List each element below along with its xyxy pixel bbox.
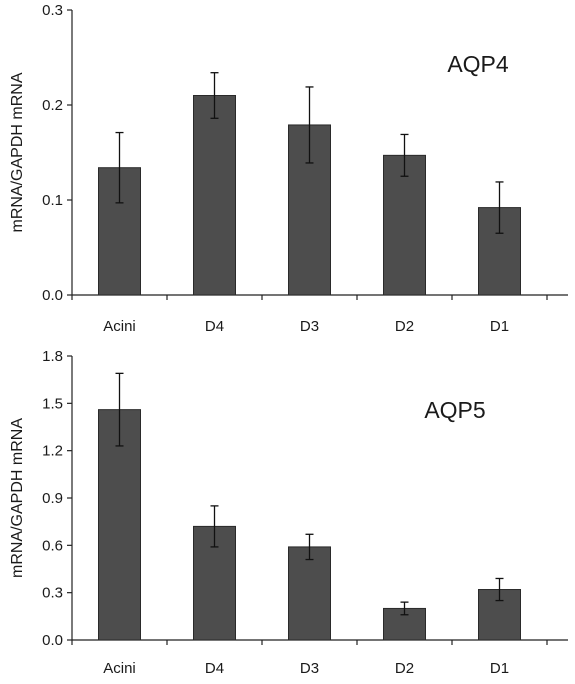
y-tick-label: 0.0 bbox=[42, 632, 63, 649]
y-tick-label: 1.8 bbox=[42, 348, 63, 365]
y-tick-label: 0.1 bbox=[42, 192, 63, 209]
x-tick-label: D4 bbox=[205, 660, 224, 677]
bar bbox=[478, 589, 521, 641]
chart-title: AQP5 bbox=[424, 397, 485, 423]
y-tick-label: 0.0 bbox=[42, 287, 63, 304]
x-tick-label: D4 bbox=[205, 318, 224, 335]
x-tick-label: Acini bbox=[103, 660, 136, 677]
x-tick-label: D1 bbox=[490, 318, 509, 335]
y-tick-label: 0.6 bbox=[42, 537, 63, 554]
bar bbox=[288, 546, 331, 641]
y-tick-label: 1.2 bbox=[42, 443, 63, 460]
chart-title: AQP4 bbox=[447, 51, 509, 77]
x-tick-label: D2 bbox=[395, 660, 414, 677]
y-axis-label: mRNA/GAPDH mRNA bbox=[9, 418, 26, 578]
x-tick-label: D2 bbox=[395, 318, 414, 335]
y-tick-label: 0.9 bbox=[42, 490, 63, 507]
x-tick-label: D3 bbox=[300, 660, 319, 677]
y-tick-label: 0.3 bbox=[42, 2, 63, 19]
x-tick-label: D3 bbox=[300, 318, 319, 335]
y-tick-label: 0.2 bbox=[42, 97, 63, 114]
y-tick-label: 0.3 bbox=[42, 585, 63, 602]
y-axis-label: mRNA/GAPDH mRNA bbox=[9, 72, 26, 232]
x-tick-label: Acini bbox=[103, 318, 136, 335]
bar bbox=[98, 409, 141, 641]
x-tick-label: D1 bbox=[490, 660, 509, 677]
panel-aqp4: 0.0 0.1 0.2 0.3 Acini D4 D3 D2 D1 AQP4 mRNA/GAPDH … bbox=[9, 2, 568, 335]
bar bbox=[193, 95, 236, 296]
panel-aqp5: 0.0 0.3 0.6 0.9 1.2 1.5 1.8 Acini D4 D3 D2 D1 AQP5 mR… bbox=[9, 348, 568, 677]
y-tick-label: 1.5 bbox=[42, 395, 63, 412]
